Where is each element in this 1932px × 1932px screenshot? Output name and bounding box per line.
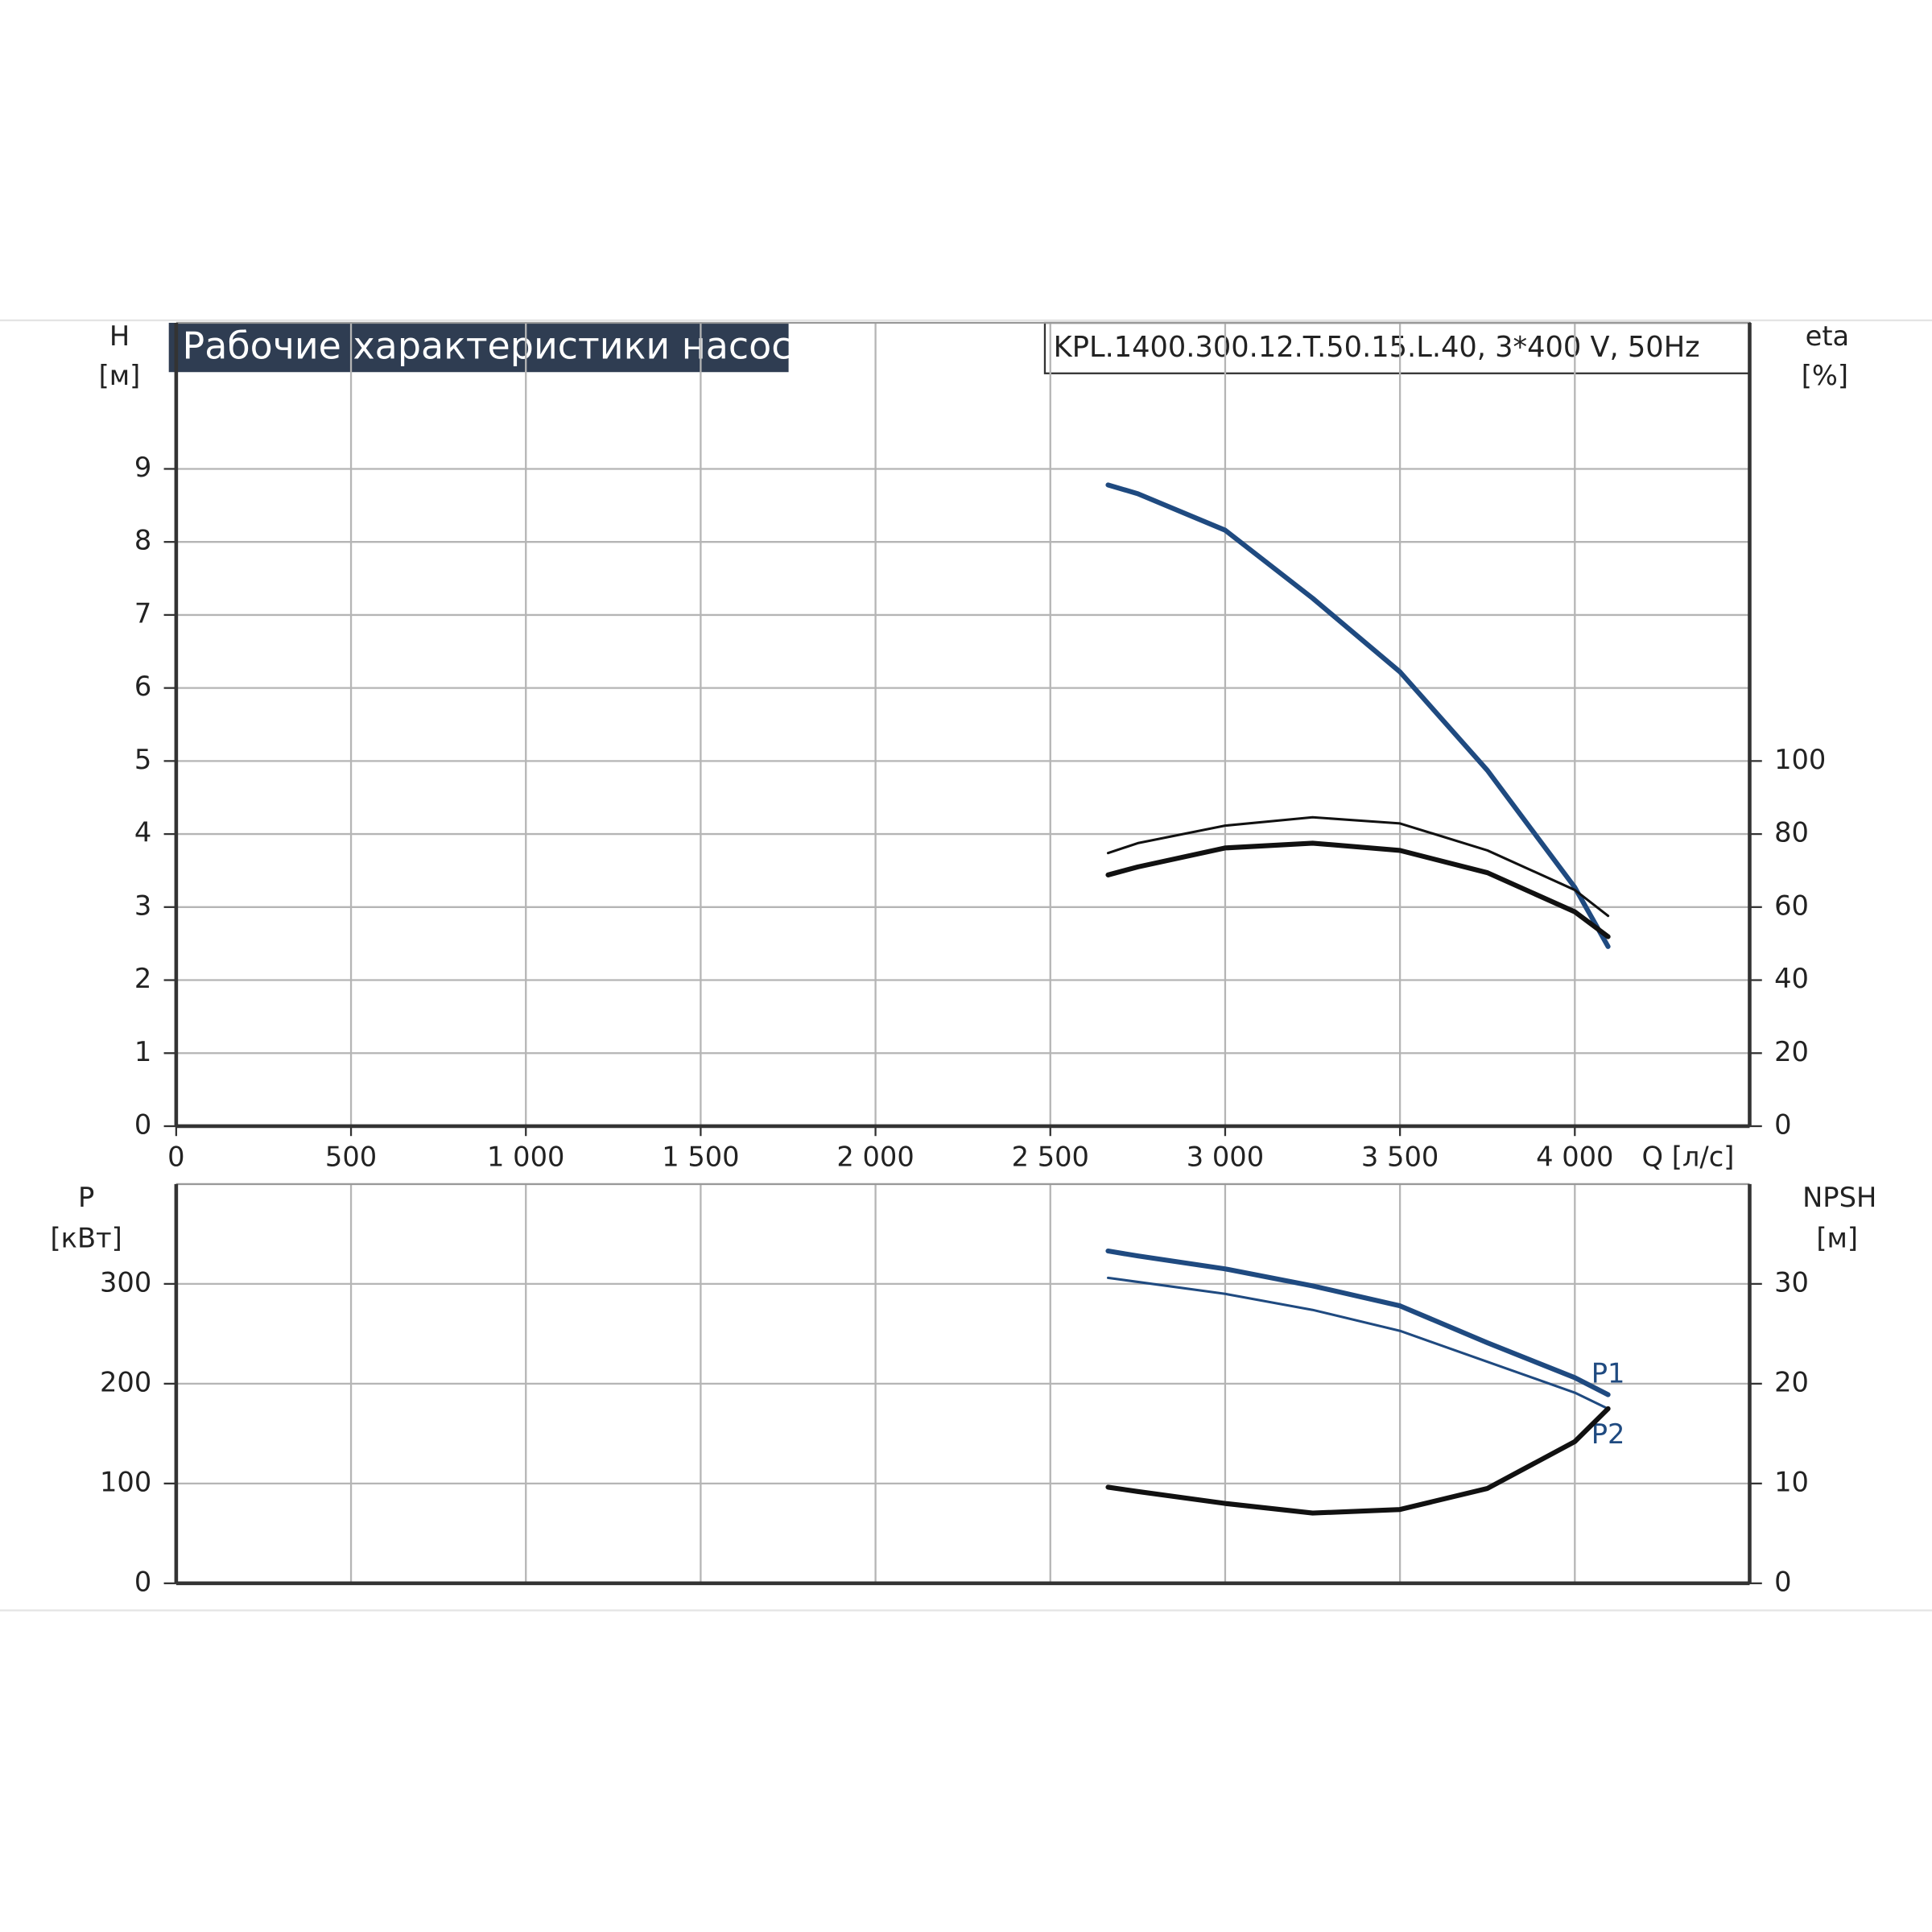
model-box: [1043, 321, 1751, 374]
y-tick-label: 8: [134, 525, 151, 556]
y-tick-label: 100: [100, 1466, 151, 1497]
y2-tick-label: 20: [1774, 1366, 1809, 1397]
curve: [1105, 840, 1611, 939]
y2-tick-label: 10: [1774, 1466, 1809, 1497]
x-tick-label: 3 500: [1361, 1141, 1439, 1172]
y-tick-label: 7: [134, 597, 151, 629]
y2-tick-label: 0: [1774, 1566, 1791, 1597]
y-tick-label: 2: [134, 963, 151, 994]
y-tick-label: 1: [134, 1036, 151, 1067]
curve: [1105, 1406, 1611, 1516]
y-tick-label: 5: [134, 744, 151, 775]
y-axis-label: P: [78, 1182, 94, 1213]
title-box: [168, 323, 789, 373]
x-tick-label: 0: [167, 1141, 184, 1172]
x-tick-label: 500: [325, 1141, 377, 1172]
y2-tick-label: 60: [1774, 890, 1809, 921]
curve: [1106, 1276, 1610, 1410]
y2-axis-unit: [м]: [1816, 1222, 1858, 1253]
chart-title: Рабочие характеристики насоса: [183, 324, 815, 368]
y-tick-label: 0: [134, 1566, 151, 1597]
y2-tick-label: 30: [1774, 1266, 1809, 1298]
y2-tick-label: 0: [1774, 1108, 1791, 1140]
y-tick-label: 200: [100, 1366, 151, 1397]
y-tick-label: 300: [100, 1266, 151, 1298]
y2-axis-unit: [%]: [1802, 360, 1848, 391]
x-tick-label: 4 000: [1536, 1141, 1613, 1172]
curve: [1106, 815, 1610, 918]
curve: [1105, 482, 1611, 949]
chart-subtitle: KPL.1400.300.12.T.50.15.L.40, 3*400 V, 5…: [1054, 331, 1700, 364]
curve: [1105, 1248, 1611, 1397]
y-tick-label: 9: [134, 452, 151, 483]
y-axis-unit: [кВт]: [50, 1222, 122, 1253]
y2-tick-label: 80: [1774, 817, 1809, 848]
x-tick-label: 3 000: [1187, 1141, 1264, 1172]
series-label: P2: [1591, 1418, 1625, 1450]
x-tick-label: 2 500: [1012, 1141, 1089, 1172]
y-axis-label: H: [109, 320, 130, 352]
x-tick-label: 1 000: [487, 1141, 564, 1172]
x-axis-label: Q [л/с]: [1642, 1141, 1735, 1172]
x-tick-label: 2 000: [836, 1141, 914, 1172]
series-label: P1: [1591, 1358, 1625, 1389]
y-tick-label: 4: [134, 817, 151, 848]
y-tick-label: 0: [134, 1108, 151, 1140]
x-tick-label: 1 500: [662, 1141, 739, 1172]
y2-axis-label: NPSH: [1802, 1182, 1876, 1213]
y2-tick-label: 100: [1774, 744, 1826, 775]
y2-tick-label: 20: [1774, 1036, 1809, 1067]
y-tick-label: 3: [134, 890, 151, 921]
y-axis-unit: [м]: [99, 360, 141, 391]
y-tick-label: 6: [134, 671, 151, 702]
y2-axis-label: eta: [1806, 320, 1850, 352]
y2-tick-label: 40: [1774, 963, 1809, 994]
